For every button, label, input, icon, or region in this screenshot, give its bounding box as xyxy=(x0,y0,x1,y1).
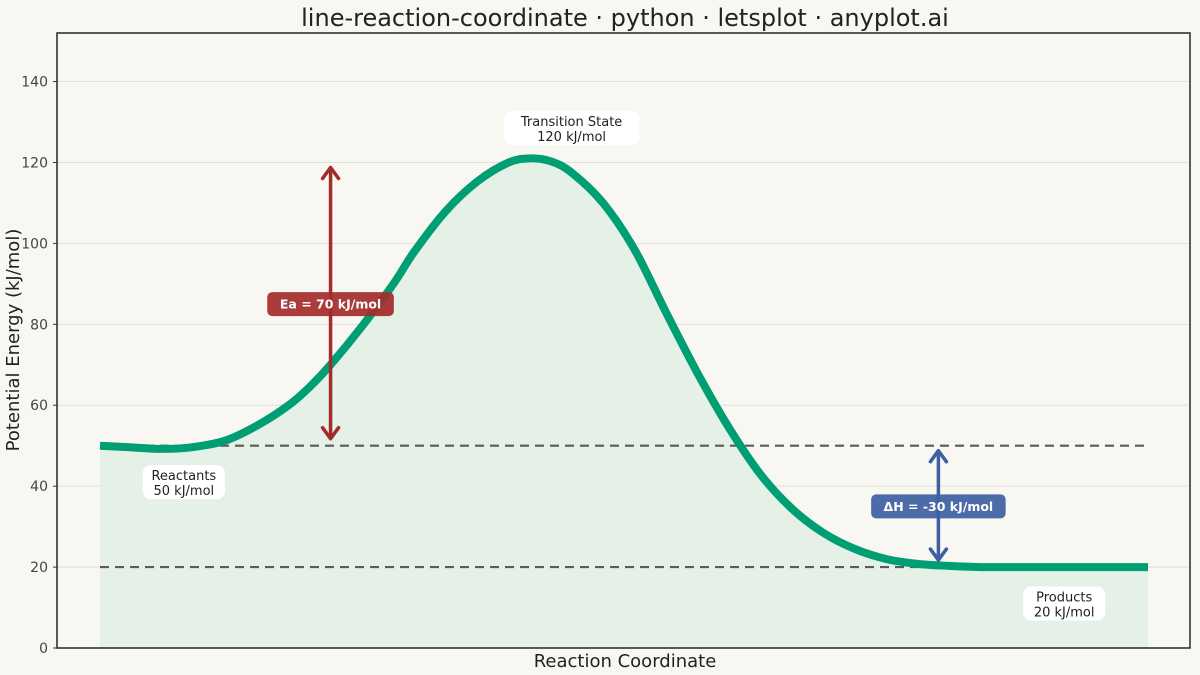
enthalpy-arrow: ΔH = -30 kJ/mol xyxy=(871,448,1006,562)
annotation-line-2: 50 kJ/mol xyxy=(154,484,215,499)
chart-title: line-reaction-coordinate · python · lets… xyxy=(301,4,949,32)
plot-area: Ea = 70 kJ/mol ΔH = -30 kJ/mol Transition … xyxy=(21,32,1191,657)
arrow-head-up xyxy=(928,448,949,464)
activation-energy-arrow: Ea = 70 kJ/mol xyxy=(267,165,394,441)
label-badge xyxy=(871,494,1006,519)
label-badge xyxy=(267,292,394,317)
y-tick-label: 120 xyxy=(21,155,48,171)
annotation-line-1: Reactants xyxy=(151,469,216,484)
y-tick-label: 40 xyxy=(30,479,48,495)
y-tick-label: 100 xyxy=(21,236,48,252)
annotation-line-2: 20 kJ/mol xyxy=(1034,605,1095,620)
y-tick-label: 20 xyxy=(30,560,48,576)
arrow-head-up xyxy=(320,165,341,181)
plot-border xyxy=(56,32,1191,649)
y-tick-label: 140 xyxy=(21,75,48,91)
y-tick-label: 60 xyxy=(30,398,48,414)
y-axis-title: Potential Energy (kJ/mol) xyxy=(3,229,24,452)
annotation-box xyxy=(503,111,640,146)
annotation-line-1: Transition State xyxy=(520,115,622,130)
y-tick-label: 0 xyxy=(39,641,48,657)
annotation-line-2: 120 kJ/mol xyxy=(537,130,606,145)
arrow-head-down xyxy=(320,425,341,441)
label-badge-text: ΔH = -30 kJ/mol xyxy=(884,499,994,514)
x-axis-title: Reaction Coordinate xyxy=(534,651,717,672)
energy-curve xyxy=(99,154,1148,572)
y-tick-label: 80 xyxy=(30,317,48,333)
label-badge-text: Ea = 70 kJ/mol xyxy=(280,297,381,312)
annotation-line-1: Products xyxy=(1036,590,1092,605)
annotation-box xyxy=(1022,586,1106,621)
annotation-box xyxy=(142,465,226,500)
area-fill xyxy=(100,158,1148,648)
arrow-head-down xyxy=(928,547,949,562)
